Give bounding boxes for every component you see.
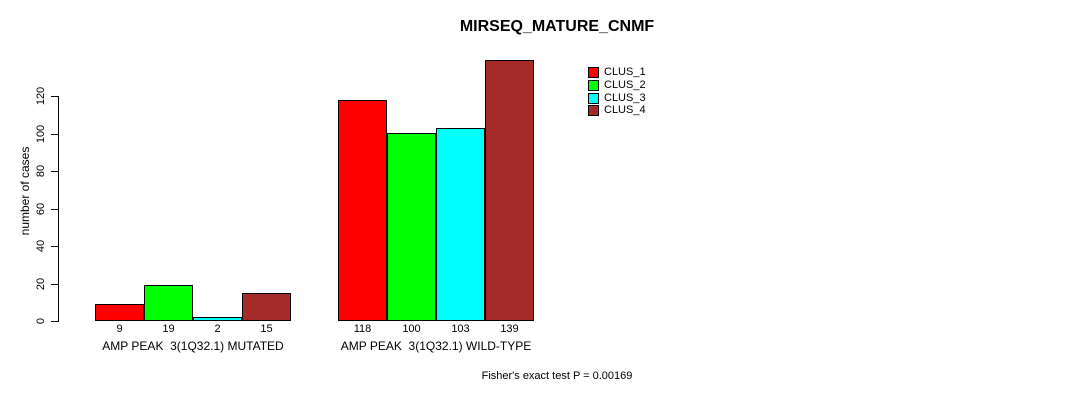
y-axis-line bbox=[58, 96, 59, 322]
legend-label-clus_4: CLUS_4 bbox=[604, 104, 646, 116]
bar-value-label: 2 bbox=[214, 323, 221, 335]
legend-label-clus_2: CLUS_2 bbox=[604, 79, 646, 91]
bar-value-label: 15 bbox=[260, 323, 273, 335]
y-axis-tick bbox=[51, 96, 58, 97]
bar-clus_1-mutated bbox=[95, 304, 144, 321]
y-axis-tick bbox=[51, 321, 58, 322]
y-axis-tick bbox=[51, 246, 58, 247]
bar-value-label: 100 bbox=[402, 323, 421, 335]
y-axis-tick-label: 40 bbox=[35, 239, 47, 253]
bar-value-label: 118 bbox=[353, 323, 372, 335]
y-axis-tick-label: 0 bbox=[35, 317, 47, 325]
y-axis-tick bbox=[51, 208, 58, 210]
bar-clus_3-wild-type bbox=[436, 128, 485, 321]
bar-clus_3-mutated bbox=[193, 317, 242, 321]
bar-value-label: 139 bbox=[500, 323, 519, 335]
x-axis-group-label: AMP PEAK 3(1Q32.1) WILD-TYPE bbox=[340, 339, 532, 353]
legend-label-clus_3: CLUS_3 bbox=[604, 92, 646, 104]
y-axis-tick bbox=[51, 283, 58, 285]
y-axis-tick-label: 120 bbox=[35, 86, 47, 106]
y-axis-tick-label: 80 bbox=[35, 164, 47, 178]
y-axis-tick bbox=[51, 171, 58, 172]
legend-swatch-clus_2 bbox=[588, 80, 599, 91]
bar-clus_4-wild-type bbox=[485, 60, 534, 321]
bar-clus_1-wild-type bbox=[338, 100, 387, 321]
bar-clus_4-mutated bbox=[242, 293, 291, 321]
x-axis-group-label: AMP PEAK 3(1Q32.1) MUTATED bbox=[102, 339, 284, 353]
y-axis-label: number of cases bbox=[18, 146, 32, 236]
fisher-test-annotation: Fisher's exact test P = 0.00169 bbox=[481, 370, 633, 382]
legend-swatch-clus_1 bbox=[588, 67, 599, 78]
bar-clus_2-mutated bbox=[144, 285, 193, 321]
bar-value-label: 9 bbox=[116, 323, 123, 335]
legend-swatch-clus_4 bbox=[588, 105, 599, 116]
legend-label-clus_1: CLUS_1 bbox=[604, 66, 646, 78]
bar-clus_2-wild-type bbox=[387, 133, 436, 321]
legend-swatch-clus_3 bbox=[588, 93, 599, 104]
y-axis-tick bbox=[51, 133, 58, 135]
y-axis-tick-label: 20 bbox=[35, 277, 47, 290]
bar-value-label: 19 bbox=[162, 323, 175, 335]
y-axis-tick-label: 60 bbox=[35, 202, 47, 215]
chart-title: MIRSEQ_MATURE_CNMF bbox=[459, 18, 655, 35]
y-axis-tick-label: 100 bbox=[35, 124, 47, 143]
bar-value-label: 103 bbox=[451, 323, 470, 335]
